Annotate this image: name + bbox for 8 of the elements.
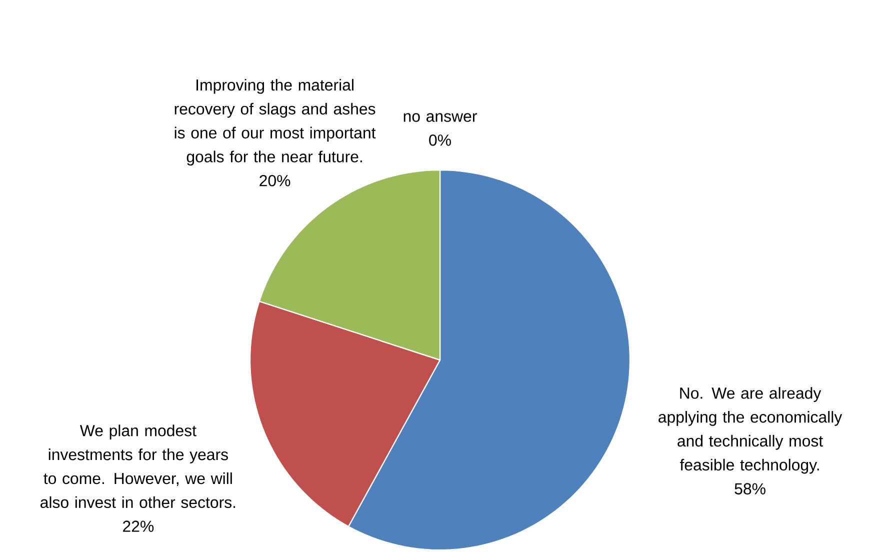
slice-label: No. We are already applying the economically and technically most feasible technology. bbox=[658, 387, 842, 474]
slice-label: We plan modest investments for the years to come. However, we will also invest in other sectors. bbox=[40, 424, 236, 508]
text: 0% bbox=[429, 134, 451, 146]
slice-label: Improving the material recovery of slags and ashes is one of our most important goals for the near future. bbox=[174, 78, 376, 166]
data-label: 20% bbox=[260, 175, 290, 186]
category-label: no answer bbox=[404, 113, 477, 122]
data-label: 22% bbox=[123, 520, 154, 532]
data-label: 58% bbox=[734, 483, 766, 494]
